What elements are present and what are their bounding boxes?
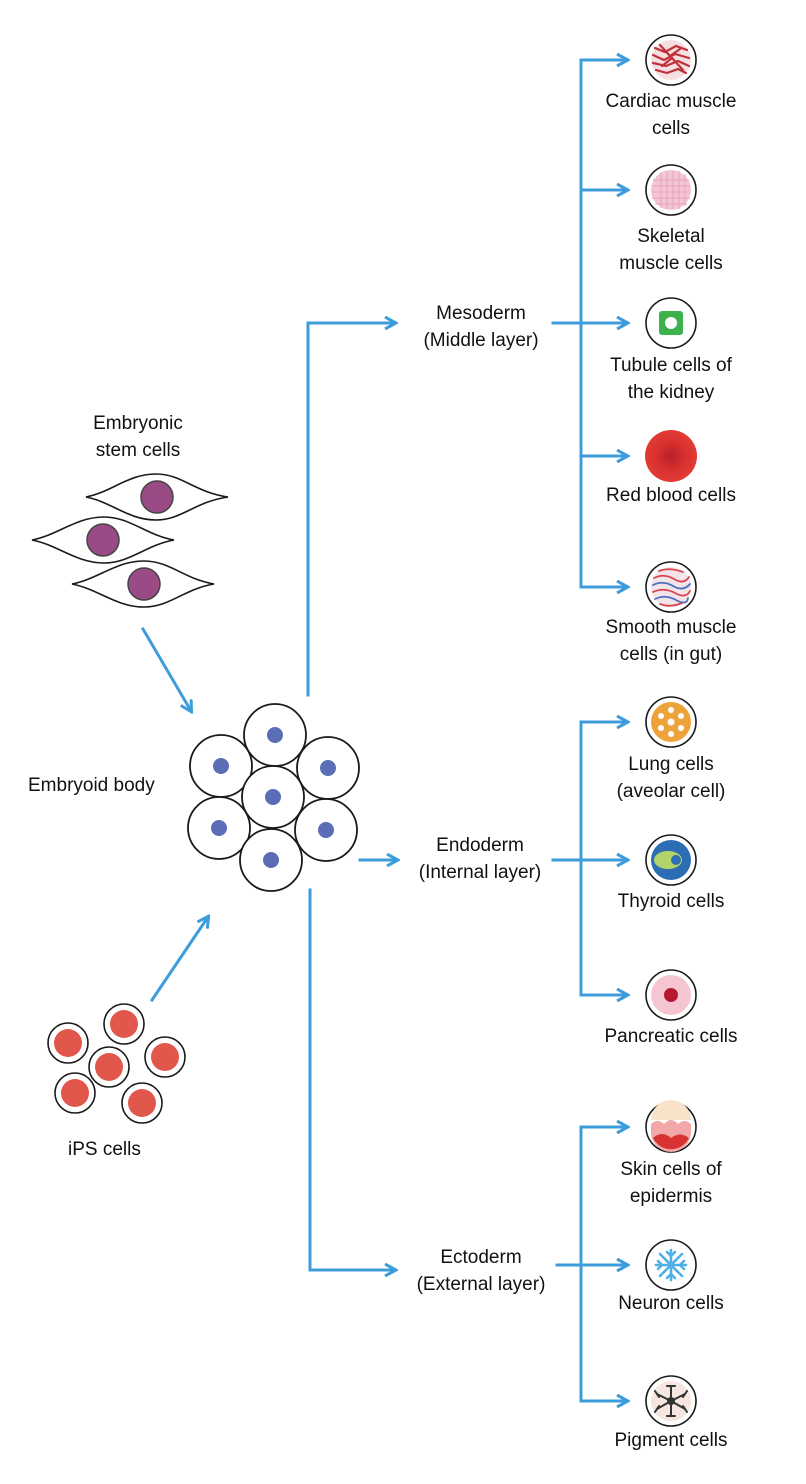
- embryonic-stem-cells-graphic: [31, 473, 229, 608]
- ips-cell: [88, 1046, 130, 1088]
- embryonic-label-line1: Embryonic: [93, 413, 183, 434]
- pancreatic-label: Pancreatic cells: [581, 1023, 761, 1050]
- skeletal-muscle-icon: [645, 164, 697, 216]
- embryoid-body-graphic: [187, 703, 360, 892]
- stem-cell: [85, 473, 229, 521]
- smooth-label: Smooth muscle cells (in gut): [581, 614, 761, 668]
- skin-label: Skin cells of epidermis: [581, 1156, 761, 1210]
- ectoderm-line2: (External layer): [416, 1274, 546, 1295]
- ectoderm-line1: Ectoderm: [440, 1247, 522, 1268]
- pigment-label: Pigment cells: [581, 1427, 761, 1454]
- lung-line1: Lung cells: [628, 754, 714, 775]
- embryoid-body-label: Embryoid body: [28, 772, 184, 799]
- endoderm-line1: Endoderm: [436, 835, 524, 856]
- cardiac-line2: cells: [651, 118, 690, 139]
- lung-cell-icon: [645, 696, 697, 748]
- pigment-cell-icon: [645, 1375, 697, 1427]
- kidney-line1: Tubule cells of: [610, 355, 732, 376]
- arrow-ips-to-embryoid: [149, 917, 208, 1003]
- neuron-cell-icon: [645, 1239, 697, 1291]
- endoderm-line2: (Internal layer): [418, 862, 542, 883]
- thyroid-cell-icon: [645, 834, 697, 886]
- rbc-line1: Red blood cells: [606, 485, 736, 506]
- red-blood-cell-icon: [645, 430, 697, 482]
- arrow-stem-to-embryoid: [140, 626, 191, 711]
- arrow-to-mesoderm: [306, 323, 395, 697]
- embryonic-stem-cells-label: Embryonic stem cells: [83, 410, 193, 464]
- skin-line1: Skin cells of: [620, 1159, 722, 1180]
- skeletal-line1: Skeletal: [637, 226, 705, 247]
- kidney-tubule-icon: [645, 297, 697, 349]
- lung-label: Lung cells (aveolar cell): [581, 751, 761, 805]
- neuron-label: Neuron cells: [581, 1290, 761, 1317]
- arrow-to-ectoderm: [308, 888, 395, 1270]
- embryonic-label-line2: stem cells: [95, 440, 181, 461]
- pancreatic-line1: Pancreatic cells: [604, 1026, 738, 1047]
- ips-label-text: iPS cells: [68, 1139, 141, 1160]
- pancreatic-cell-icon: [645, 969, 697, 1021]
- smooth-line1: Smooth muscle: [605, 617, 737, 638]
- connector-arrows: [140, 60, 627, 1401]
- embryoid-label-text: Embryoid body: [28, 775, 155, 796]
- ectoderm-label: Ectoderm (External layer): [400, 1244, 562, 1298]
- rbc-label: Red blood cells: [581, 482, 761, 509]
- kidney-label: Tubule cells of the kidney: [581, 352, 761, 406]
- stem-cell: [31, 516, 175, 564]
- mesoderm-line1: Mesoderm: [436, 303, 526, 324]
- skin-line2: epidermis: [629, 1186, 713, 1207]
- mesoderm-line2: (Middle layer): [423, 330, 539, 351]
- smooth-line2: cells (in gut): [619, 644, 723, 665]
- ips-cell: [144, 1036, 186, 1078]
- cardiac-line1: Cardiac muscle: [605, 91, 737, 112]
- skeletal-label: Skeletal muscle cells: [581, 223, 761, 277]
- ips-cell: [47, 1022, 89, 1064]
- lung-line2: (aveolar cell): [616, 781, 726, 802]
- ips-cells-label: iPS cells: [68, 1136, 208, 1163]
- pigment-line1: Pigment cells: [614, 1430, 728, 1451]
- mesoderm-label: Mesoderm (Middle layer): [405, 300, 557, 354]
- ips-cell: [121, 1082, 163, 1124]
- ips-cell: [54, 1072, 96, 1114]
- ips-cells-graphic: [47, 1003, 186, 1124]
- thyroid-label: Thyroid cells: [581, 888, 761, 915]
- thyroid-line1: Thyroid cells: [617, 891, 725, 912]
- ips-cell: [103, 1003, 145, 1045]
- stem-cell: [71, 560, 215, 608]
- endoderm-label: Endoderm (Internal layer): [402, 832, 558, 886]
- skeletal-line2: muscle cells: [619, 253, 723, 274]
- cardiac-muscle-icon: [645, 34, 697, 86]
- smooth-muscle-icon: [645, 561, 697, 613]
- cardiac-label: Cardiac muscle cells: [581, 88, 761, 142]
- kidney-line2: the kidney: [627, 382, 715, 403]
- neuron-line1: Neuron cells: [618, 1293, 724, 1314]
- skin-cell-icon: [645, 1100, 697, 1153]
